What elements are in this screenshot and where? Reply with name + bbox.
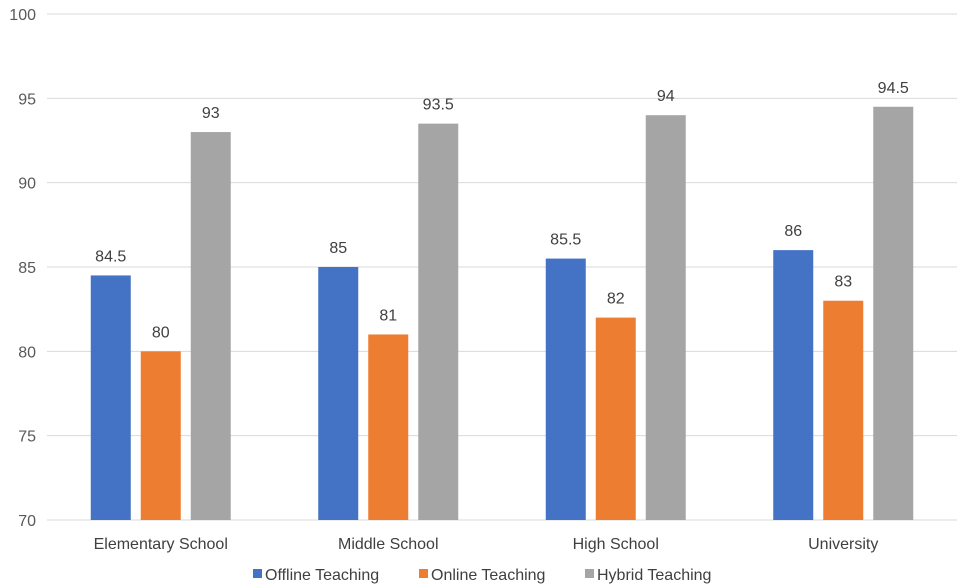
x-tick-label: Elementary School	[94, 536, 228, 553]
bar-offline-teaching	[545, 258, 586, 520]
bar-online-teaching	[368, 334, 409, 520]
legend-label: Hybrid Teaching	[597, 567, 711, 584]
bars	[90, 106, 914, 521]
y-tick-label: 70	[18, 513, 36, 530]
data-label: 94	[657, 88, 675, 105]
data-label: 85.5	[550, 232, 581, 249]
data-label: 94.5	[878, 80, 909, 97]
legend: Offline Teaching Online Teaching Hybrid Te…	[253, 567, 711, 584]
bar-hybrid-teaching	[645, 115, 686, 520]
data-label: 81	[379, 307, 397, 324]
y-tick-label: 95	[18, 91, 36, 108]
gridlines	[47, 13, 957, 521]
data-label: 80	[152, 324, 170, 341]
bar-hybrid-teaching	[418, 123, 459, 520]
y-tick-label: 100	[9, 7, 36, 24]
data-label: 93	[202, 105, 220, 122]
legend-label: Offline Teaching	[265, 567, 379, 584]
legend-swatch	[419, 569, 428, 578]
bar-offline-teaching	[773, 250, 814, 520]
data-label: 93.5	[423, 97, 454, 114]
legend-swatch	[253, 569, 262, 578]
bar-online-teaching	[140, 351, 181, 520]
bar-offline-teaching	[90, 275, 131, 520]
data-label: 84.5	[95, 248, 126, 265]
x-axis: Elementary School Middle School High Schoo…	[94, 536, 879, 553]
data-label: 85	[329, 240, 347, 257]
x-tick-label: High School	[573, 536, 659, 553]
x-tick-label: University	[808, 536, 878, 553]
data-labels: 84.5 80 93 85 81 93.5 85.5 82 94 86 83 94.5	[95, 80, 909, 342]
y-axis: 70 75 80 85 90 95 100	[9, 7, 36, 530]
bar-online-teaching	[595, 317, 636, 520]
bar-online-teaching	[823, 300, 864, 520]
legend-label: Online Teaching	[431, 567, 545, 584]
y-tick-label: 75	[18, 429, 36, 446]
bar-offline-teaching	[318, 267, 359, 520]
legend-swatch	[585, 569, 594, 578]
y-tick-label: 80	[18, 344, 36, 361]
data-label: 83	[834, 274, 852, 291]
data-label: 86	[784, 223, 802, 240]
data-label: 82	[607, 291, 625, 308]
y-tick-label: 90	[18, 176, 36, 193]
bar-hybrid-teaching	[190, 132, 231, 521]
x-tick-label: Middle School	[338, 536, 439, 553]
y-tick-label: 85	[18, 260, 36, 277]
bar-hybrid-teaching	[873, 106, 914, 521]
